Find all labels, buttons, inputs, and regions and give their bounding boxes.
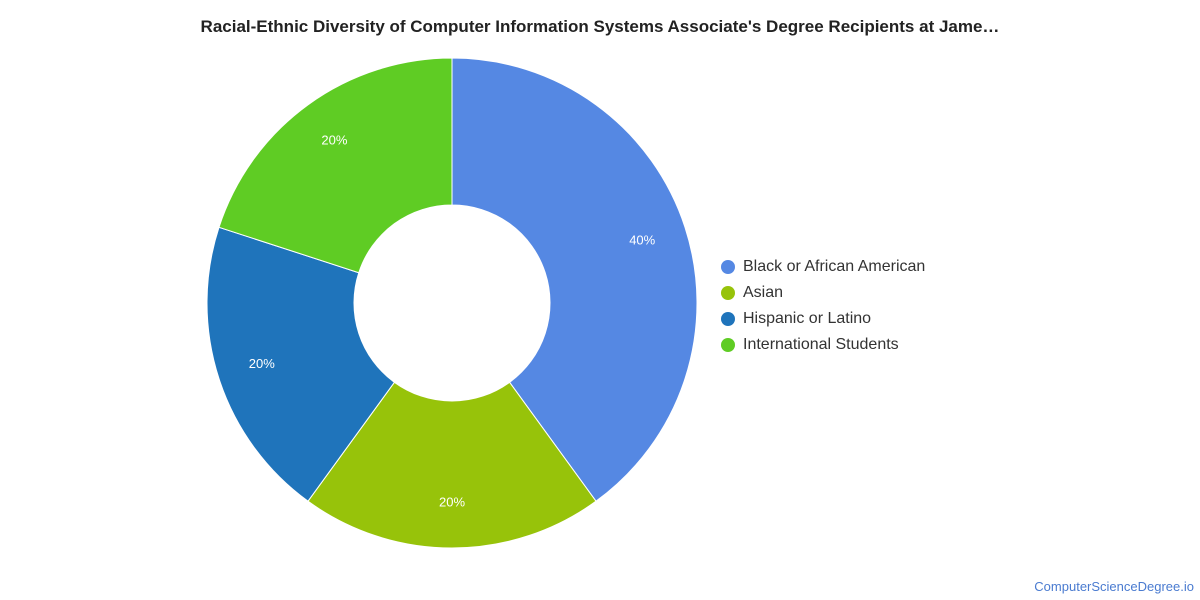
legend-item-2[interactable]: Asian <box>721 280 925 306</box>
legend-swatch-icon <box>721 312 735 326</box>
legend-swatch-icon <box>721 260 735 274</box>
pie-slice-3[interactable] <box>206 226 396 502</box>
legend-item-4[interactable]: International Students <box>721 332 925 358</box>
slice-data-label-3: 20% <box>249 356 275 371</box>
slice-data-label-4: 20% <box>321 133 347 148</box>
legend-item-3[interactable]: Hispanic or Latino <box>721 306 925 332</box>
slice-data-label-1: 40% <box>629 233 655 248</box>
legend-label: Black or African American <box>743 258 926 275</box>
legend-label: International Students <box>743 336 899 353</box>
chart-legend: Black or African American Asian Hispanic o… <box>721 254 925 358</box>
legend-swatch-icon <box>721 338 735 352</box>
pie-slice-4[interactable] <box>218 57 453 274</box>
chart-title: Racial-Ethnic Diversity of Computer Info… <box>200 17 1000 36</box>
slice-data-label-2: 20% <box>439 494 465 509</box>
legend-item-1[interactable]: Black or African American <box>721 254 925 280</box>
pie-slice-1[interactable] <box>451 57 698 502</box>
pie-slice-2[interactable] <box>307 381 597 549</box>
legend-label: Asian <box>743 284 784 301</box>
footer-credit[interactable]: ComputerScienceDegree.io <box>1034 579 1194 594</box>
legend-label: Hispanic or Latino <box>743 310 872 327</box>
legend-swatch-icon <box>721 286 735 300</box>
